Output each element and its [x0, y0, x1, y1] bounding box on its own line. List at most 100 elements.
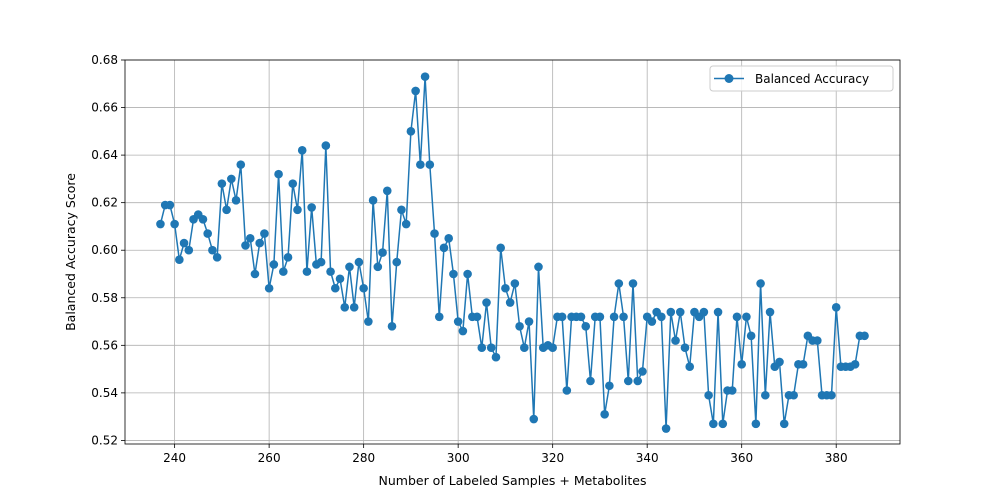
data-point: [454, 317, 463, 326]
data-point: [605, 381, 614, 390]
data-point: [430, 229, 439, 238]
data-point: [402, 220, 411, 229]
y-tick-label: 0.60: [91, 243, 118, 257]
data-point: [175, 255, 184, 264]
data-point: [563, 386, 572, 395]
data-point: [364, 317, 373, 326]
data-point: [407, 127, 416, 136]
data-point: [232, 196, 241, 205]
data-point: [534, 263, 543, 272]
data-point: [397, 205, 406, 214]
y-tick-label: 0.64: [91, 148, 118, 162]
data-point: [218, 179, 227, 188]
data-point: [208, 246, 217, 255]
data-point: [619, 312, 628, 321]
data-point: [336, 274, 345, 283]
data-point: [681, 343, 690, 352]
data-point: [170, 220, 179, 229]
data-point: [496, 244, 505, 253]
data-point: [322, 141, 331, 150]
data-point: [520, 343, 529, 352]
data-point: [851, 360, 860, 369]
data-point: [199, 215, 208, 224]
data-point: [676, 308, 685, 317]
data-point: [629, 279, 638, 288]
data-point: [827, 391, 836, 400]
data-point: [156, 220, 165, 229]
data-point: [747, 332, 756, 341]
data-point: [529, 415, 538, 424]
data-point: [426, 160, 435, 169]
data-point: [756, 279, 765, 288]
x-axis-title: Number of Labeled Samples + Metabolites: [379, 473, 647, 488]
data-point: [317, 258, 326, 267]
data-point: [222, 205, 231, 214]
data-point: [506, 298, 515, 307]
data-point: [737, 360, 746, 369]
data-point: [355, 258, 364, 267]
data-point: [667, 308, 676, 317]
data-point: [832, 303, 841, 312]
y-tick-label: 0.68: [91, 53, 118, 67]
data-point: [288, 179, 297, 188]
data-point: [378, 248, 387, 257]
data-point: [293, 205, 302, 214]
legend-label: Balanced Accuracy: [755, 72, 869, 86]
x-tick-label: 300: [447, 451, 470, 465]
data-point: [709, 419, 718, 428]
x-tick-label: 340: [636, 451, 659, 465]
data-point: [255, 239, 264, 248]
data-point: [411, 87, 420, 96]
data-point: [766, 308, 775, 317]
data-point: [581, 322, 590, 331]
data-point: [345, 263, 354, 272]
data-point: [274, 170, 283, 179]
y-tick-label: 0.58: [91, 291, 118, 305]
y-tick-label: 0.56: [91, 338, 118, 352]
data-point: [184, 246, 193, 255]
data-point: [789, 391, 798, 400]
data-point: [638, 367, 647, 376]
data-point: [615, 279, 624, 288]
data-point: [331, 284, 340, 293]
data-point: [511, 279, 520, 288]
data-point: [600, 410, 609, 419]
data-point: [374, 263, 383, 272]
data-point: [421, 72, 430, 81]
data-point: [473, 312, 482, 321]
data-point: [227, 175, 236, 184]
data-point: [298, 146, 307, 155]
data-point: [648, 317, 657, 326]
data-point: [303, 267, 312, 276]
x-tick-label: 380: [825, 451, 848, 465]
data-point: [482, 298, 491, 307]
data-point: [270, 260, 279, 269]
data-point: [350, 303, 359, 312]
data-point: [780, 419, 789, 428]
data-point: [813, 336, 822, 345]
data-point: [279, 267, 288, 276]
data-point: [718, 419, 727, 428]
data-point: [558, 312, 567, 321]
data-point: [657, 312, 666, 321]
data-point: [180, 239, 189, 248]
data-point: [236, 160, 245, 169]
data-point: [435, 312, 444, 321]
data-point: [392, 258, 401, 267]
data-point: [463, 270, 472, 279]
data-point: [369, 196, 378, 205]
y-tick-label: 0.54: [91, 386, 118, 400]
data-point: [742, 312, 751, 321]
data-point: [166, 201, 175, 210]
data-point: [799, 360, 808, 369]
data-point: [444, 234, 453, 243]
x-tick-label: 240: [163, 451, 186, 465]
data-point: [388, 322, 397, 331]
data-point: [596, 312, 605, 321]
data-point: [246, 234, 255, 243]
x-tick-label: 280: [352, 451, 375, 465]
data-point: [586, 377, 595, 386]
data-point: [492, 353, 501, 362]
x-tick-label: 360: [730, 451, 753, 465]
data-point: [733, 312, 742, 321]
